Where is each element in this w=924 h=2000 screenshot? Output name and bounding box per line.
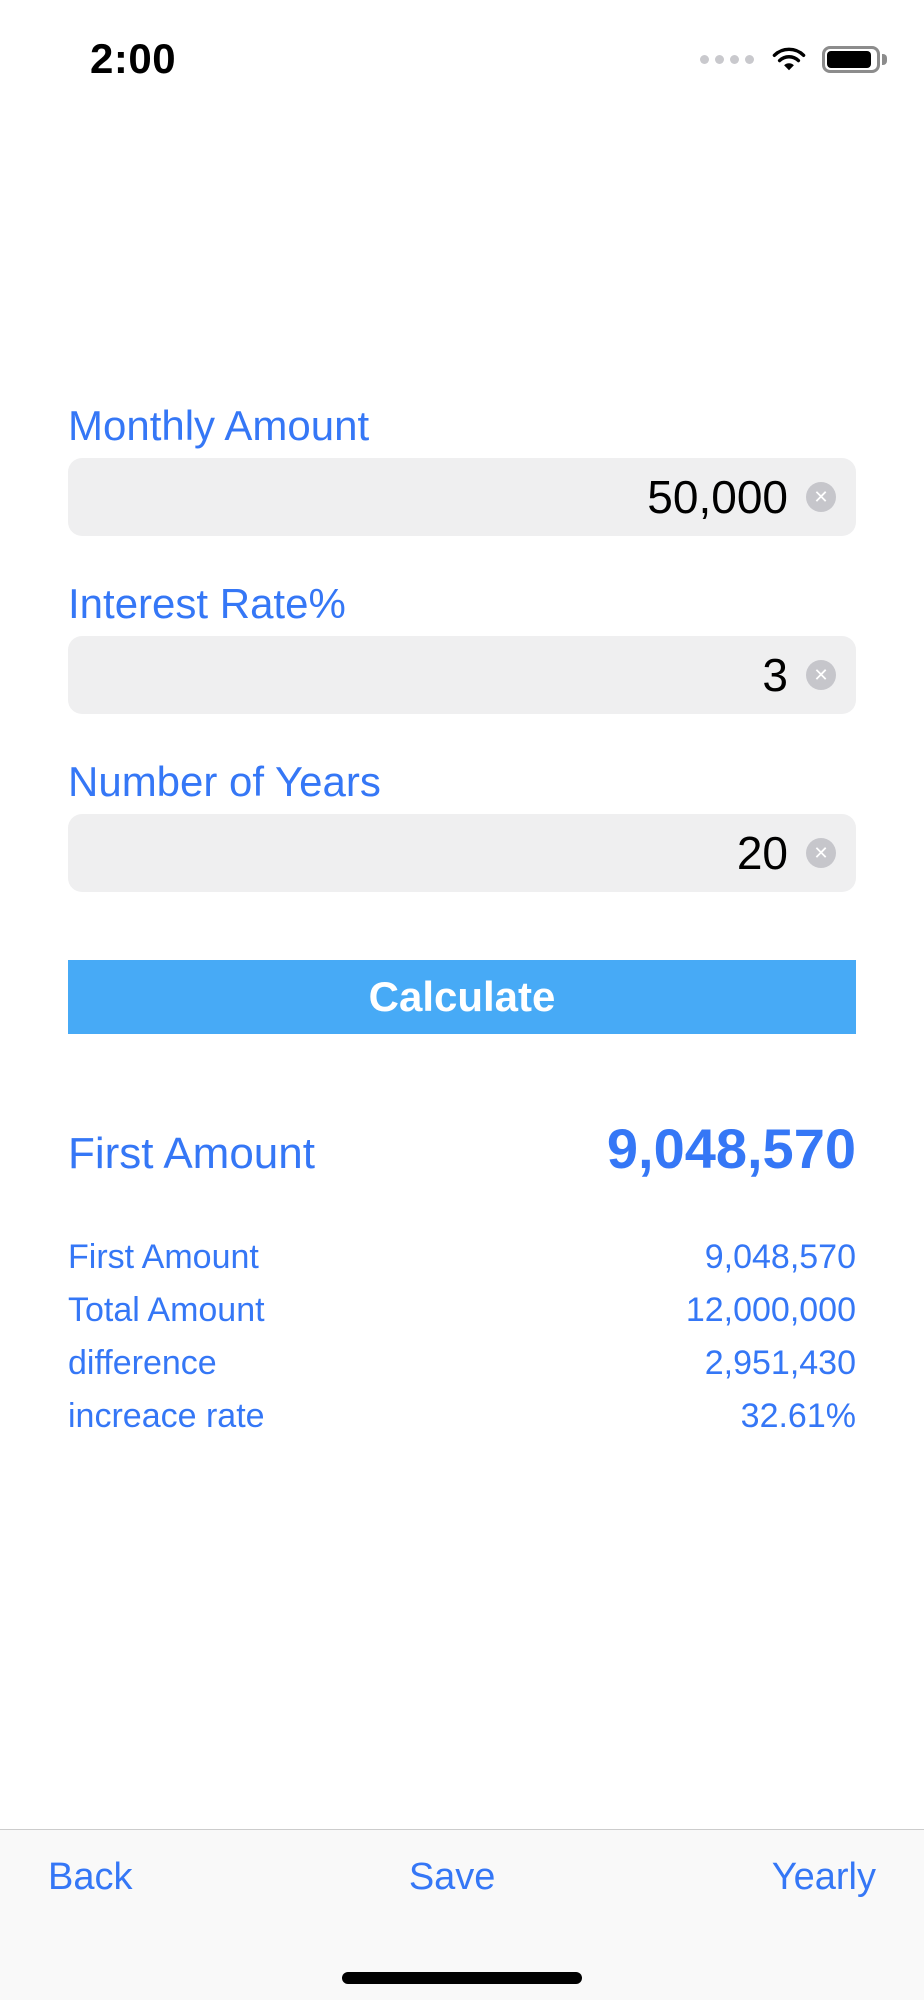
primary-result: First Amount 9,048,570 xyxy=(68,1116,856,1181)
monthly-amount-input[interactable] xyxy=(94,470,788,524)
yearly-button[interactable]: Yearly xyxy=(771,1856,876,1898)
interest-rate-label: Interest Rate% xyxy=(68,580,346,627)
result-row: difference 2,951,430 xyxy=(68,1337,856,1390)
number-of-years-label: Number of Years xyxy=(68,758,381,805)
number-of-years-field[interactable]: ✕ xyxy=(68,814,856,892)
monthly-amount-field[interactable]: ✕ xyxy=(68,458,856,536)
calculator-form: Monthly Amount ✕ Interest Rate% ✕ Number… xyxy=(0,402,924,1443)
cellular-signal-icon xyxy=(700,54,754,64)
battery-icon xyxy=(822,45,887,73)
interest-rate-field[interactable]: ✕ xyxy=(68,636,856,714)
clear-icon[interactable]: ✕ xyxy=(806,482,836,512)
wifi-icon xyxy=(772,47,806,70)
calculate-button[interactable]: Calculate xyxy=(68,960,856,1034)
clear-icon[interactable]: ✕ xyxy=(806,838,836,868)
home-indicator[interactable] xyxy=(342,1972,582,1984)
bottom-toolbar: Back Save Yearly xyxy=(0,1829,924,2000)
back-button[interactable]: Back xyxy=(48,1856,133,1898)
result-rows: First Amount 9,048,570 Total Amount 12,0… xyxy=(68,1231,856,1443)
clear-icon[interactable]: ✕ xyxy=(806,660,836,690)
result-row-label: First Amount xyxy=(68,1238,259,1276)
status-time: 2:00 xyxy=(90,35,177,82)
result-row-value: 12,000,000 xyxy=(685,1291,856,1329)
result-row-label: Total Amount xyxy=(68,1291,265,1329)
status-bar: 2:00 xyxy=(0,0,924,92)
result-row: Total Amount 12,000,000 xyxy=(68,1284,856,1337)
number-of-years-input[interactable] xyxy=(94,826,788,880)
status-icons xyxy=(700,45,887,73)
result-row-value: 9,048,570 xyxy=(704,1238,856,1276)
primary-result-label: First Amount xyxy=(68,1129,315,1178)
result-row: increace rate 32.61% xyxy=(68,1390,856,1443)
interest-rate-input[interactable] xyxy=(94,648,788,702)
save-button[interactable]: Save xyxy=(408,1856,496,1898)
result-row-label: increace rate xyxy=(68,1397,265,1435)
monthly-amount-label: Monthly Amount xyxy=(68,402,370,449)
result-row-value: 2,951,430 xyxy=(704,1344,856,1382)
result-row-value: 32.61% xyxy=(740,1397,856,1435)
result-row-label: difference xyxy=(68,1344,217,1382)
primary-result-value: 9,048,570 xyxy=(606,1117,856,1180)
result-row: First Amount 9,048,570 xyxy=(68,1231,856,1284)
